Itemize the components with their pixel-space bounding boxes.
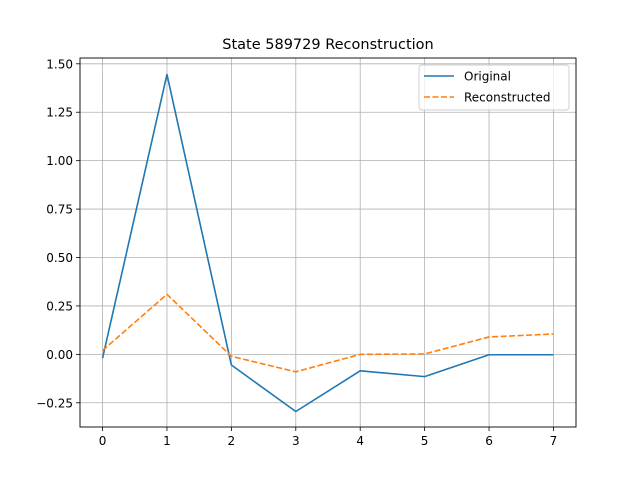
y-tick-label: 1.00	[46, 154, 73, 168]
series-line-original	[101, 73, 554, 413]
legend-box	[418, 64, 570, 111]
y-tick-label: −0.25	[36, 396, 73, 410]
x-tick-label: 7	[550, 434, 558, 448]
y-tick-label: 0.00	[46, 348, 73, 362]
plot-frame	[79, 57, 577, 428]
x-tick-label: 2	[228, 434, 236, 448]
x-tick-label: 1	[163, 434, 171, 448]
axis-ticks: 0 1 2 3 4 5 6 7 −0.25 0.00 0.25 0.50 0.75 1.00 1.25 1.5…	[36, 57, 557, 448]
x-tick-label: 5	[421, 434, 429, 448]
legend-label-original: Original	[464, 70, 511, 84]
x-tick-label: 6	[485, 434, 493, 448]
y-tick-label: 1.25	[46, 106, 73, 120]
legend: Original Reconstructed	[418, 64, 570, 111]
x-tick-label: 4	[356, 434, 364, 448]
y-tick-label: 0.25	[46, 299, 73, 313]
series-line-reconstructed	[102, 293, 554, 373]
legend-label-reconstructed: Reconstructed	[464, 91, 551, 105]
x-tick-label: 3	[292, 434, 300, 448]
x-tick-label: 0	[99, 434, 107, 448]
y-tick-label: 1.50	[46, 57, 73, 71]
y-tick-label: 0.50	[46, 251, 73, 265]
chart-title: State 589729 Reconstruction	[222, 37, 433, 53]
series-lines	[101, 73, 554, 413]
y-tick-label: 0.75	[46, 203, 73, 217]
